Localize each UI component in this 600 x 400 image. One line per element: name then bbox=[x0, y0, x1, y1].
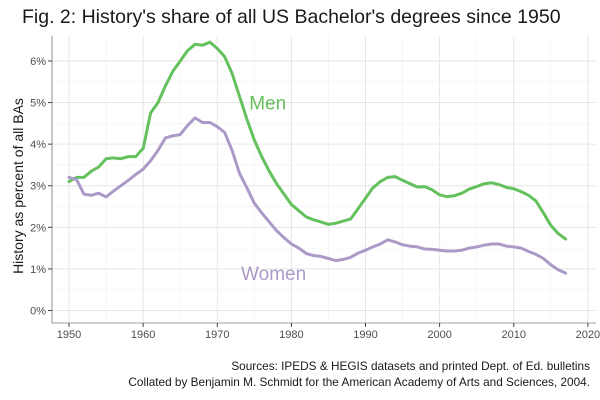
x-tick-label: 1970 bbox=[205, 329, 229, 341]
x-tick-label: 2020 bbox=[576, 329, 600, 341]
y-tick-label: 6% bbox=[30, 56, 46, 68]
series-line-women bbox=[67, 116, 568, 275]
grid-layer bbox=[52, 36, 596, 323]
caption-line-collated: Collated by Benjamin M. Schmidt for the … bbox=[128, 375, 590, 389]
x-tick-label: 1960 bbox=[131, 329, 155, 341]
y-tick-label: 2% bbox=[30, 222, 46, 234]
y-tick-label: 4% bbox=[30, 139, 46, 151]
series-layer bbox=[67, 40, 568, 275]
series-label-women: Women bbox=[241, 264, 306, 285]
y-tick-label: 5% bbox=[30, 98, 46, 110]
x-tick-label: 1950 bbox=[57, 329, 81, 341]
series-line-men bbox=[67, 40, 568, 241]
series-label-men: Men bbox=[249, 94, 286, 115]
y-tick-label: 3% bbox=[30, 181, 46, 193]
source-caption: Sources: IPEDS & HEGIS datasets and prin… bbox=[128, 358, 590, 390]
x-tick-label: 1990 bbox=[353, 329, 377, 341]
plot-panel bbox=[52, 36, 596, 323]
x-tick-label: 2010 bbox=[501, 329, 525, 341]
x-tick-label: 2000 bbox=[427, 329, 451, 341]
caption-line-sources: Sources: IPEDS & HEGIS datasets and prin… bbox=[231, 359, 590, 373]
y-tick-label: 1% bbox=[30, 264, 46, 276]
axis-layer: 1950 1960 1970 1980 1990 2000 2010 2020 0% 1% 2% 3%… bbox=[30, 36, 600, 341]
x-tick-label: 1980 bbox=[279, 329, 303, 341]
chart-title: Fig. 2: History's share of all US Bachel… bbox=[22, 6, 561, 28]
y-tick-label: 0% bbox=[30, 306, 46, 318]
series-label-layer: Men Women bbox=[241, 94, 306, 286]
